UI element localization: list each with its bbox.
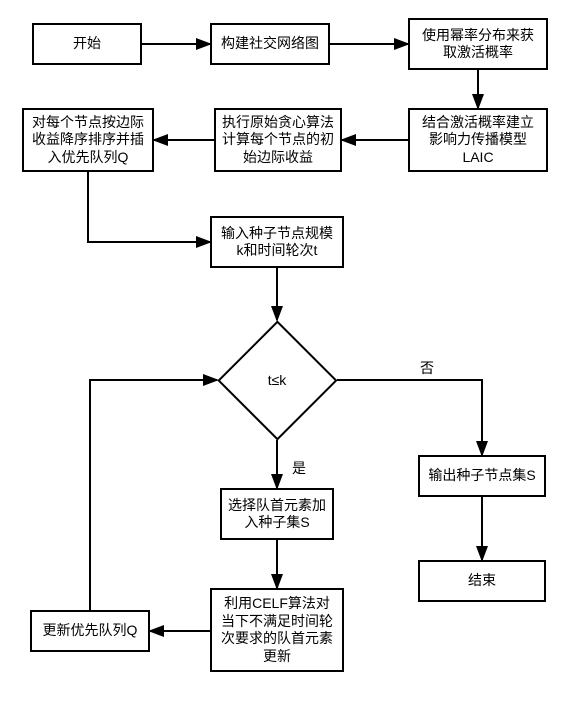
node-label: 执行原始贪心算法计算每个节点的初始边际收益 xyxy=(222,114,334,167)
edge-updateQ-cond xyxy=(90,380,217,610)
node-input: 输入种子节点规模k和时间轮次t xyxy=(210,216,344,268)
node-label: 更新优先队列Q xyxy=(43,622,138,640)
edge-label-cond-outS: 否 xyxy=(418,358,436,378)
node-label: 结束 xyxy=(468,572,496,590)
node-label: 输出种子节点集S xyxy=(428,467,535,485)
node-updateQ: 更新优先队列Q xyxy=(30,610,150,652)
node-label: 开始 xyxy=(73,35,101,53)
edge-cond-outS xyxy=(337,380,482,455)
node-power: 使用幂率分布来获取激活概率 xyxy=(408,18,548,70)
node-label: 结合激活概率建立影响力传播模型LAIC xyxy=(416,114,540,167)
node-outS: 输出种子节点集S xyxy=(418,455,546,497)
node-label: 选择队首元素加入种子集S xyxy=(228,497,326,532)
node-label: 利用CELF算法对当下不满足时间轮次要求的队首元素更新 xyxy=(218,595,336,665)
node-label: t≤k xyxy=(268,372,287,388)
node-start: 开始 xyxy=(32,23,142,65)
node-label: 输入种子节点规模k和时间轮次t xyxy=(218,225,336,260)
flowchart-canvas: 开始 构建社交网络图 使用幂率分布来获取激活概率结合激活概率建立影响力传播模型LAI… xyxy=(0,0,577,723)
node-label: 对每个节点按边际收益降序排序并插入优先队列Q xyxy=(30,114,146,167)
node-label: 构建社交网络图 xyxy=(221,35,319,53)
node-build: 构建社交网络图 xyxy=(210,23,330,65)
edge-sort-input xyxy=(88,172,210,242)
node-greedy: 执行原始贪心算法计算每个节点的初始边际收益 xyxy=(214,108,342,172)
node-celf: 利用CELF算法对当下不满足时间轮次要求的队首元素更新 xyxy=(210,588,344,672)
node-label: 使用幂率分布来获取激活概率 xyxy=(416,27,540,62)
node-end: 结束 xyxy=(418,560,546,602)
node-pick: 选择队首元素加入种子集S xyxy=(220,488,334,540)
node-cond: t≤k xyxy=(235,338,320,423)
edge-label-cond-pick: 是 xyxy=(290,458,308,478)
node-laic: 结合激活概率建立影响力传播模型LAIC xyxy=(408,108,548,172)
node-sort: 对每个节点按边际收益降序排序并插入优先队列Q xyxy=(22,108,154,172)
